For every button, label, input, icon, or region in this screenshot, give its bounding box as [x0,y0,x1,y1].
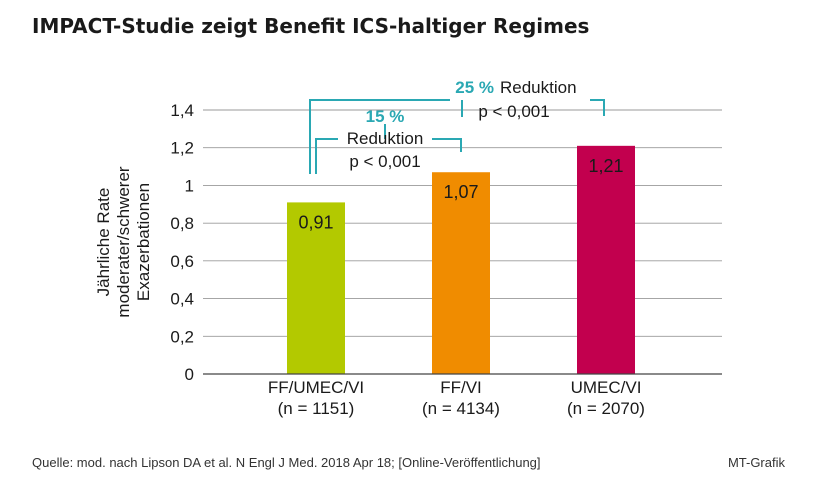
x-tick-labels: FF/UMEC/VI (n = 1151) FF/VI (n = 4134) UMEC/… [268,378,645,418]
y-axis-label-line: moderater/schwerer [114,166,133,318]
significance-brackets: 25 % Reduktion p < 0,001 15 % Reduktion p < 0… [309,78,605,174]
bracket-15-percent: 15 % [366,107,405,126]
bracket-25-right [590,99,605,116]
x-tick-n-label: (n = 4134) [422,399,500,418]
x-tick-label: UMEC/VI [571,378,642,397]
y-axis-label: Jährliche Rate moderater/schwerer Exazerba… [94,166,153,318]
y-tick-label: 0,8 [170,214,194,233]
graphic-credit: MT-Grafik [727,455,785,470]
bar-chart: 0 0,2 0,4 0,6 0,8 1 1,2 1,4 Jährliche Rate moder… [94,78,722,418]
bracket-25-text: Reduktion [500,78,577,97]
y-axis-label-line: Jährliche Rate [94,188,113,297]
y-axis-label-line: Exazerbationen [134,183,153,301]
x-tick-label: FF/VI [440,378,482,397]
bracket-25-percent: 25 % [455,78,494,97]
x-tick-label: FF/UMEC/VI [268,378,364,397]
bracket-25-left [309,99,450,174]
x-tick-n-label: (n = 1151) [278,399,355,418]
source-note: Quelle: mod. nach Lipson DA et al. N Eng… [32,455,541,470]
y-tick-label: 1,2 [170,139,194,158]
y-axis-label-group: Jährliche Rate moderater/schwerer Exazerba… [94,166,153,318]
y-tick-label: 1 [185,176,194,195]
y-tick-label: 0,4 [170,290,194,309]
y-tick-label: 0,6 [170,252,194,271]
y-tick-label: 0,2 [170,327,194,346]
bracket-15-left [315,138,338,174]
bar [577,145,635,374]
x-tick-n-label: (n = 2070) [567,399,645,418]
y-tick-labels: 0 0,2 0,4 0,6 0,8 1 1,2 1,4 [170,101,194,384]
y-tick-label: 1,4 [170,101,194,120]
bar-value-label: 1,21 [588,156,623,176]
bracket-15-p: p < 0,001 [349,152,420,171]
bar [287,202,345,374]
bars: 0,91 1,07 1,21 [287,145,635,374]
bar-value-label: 1,07 [443,182,478,202]
chart-title: IMPACT-Studie zeigt Benefit ICS-haltiger… [32,14,590,38]
bracket-25-p: p < 0,001 [478,102,549,121]
bar [432,172,490,374]
bracket-15-text: Reduktion [347,129,424,148]
bracket-15-right [432,138,462,152]
y-tick-label: 0 [185,365,194,384]
bar-value-label: 0,91 [298,212,333,232]
